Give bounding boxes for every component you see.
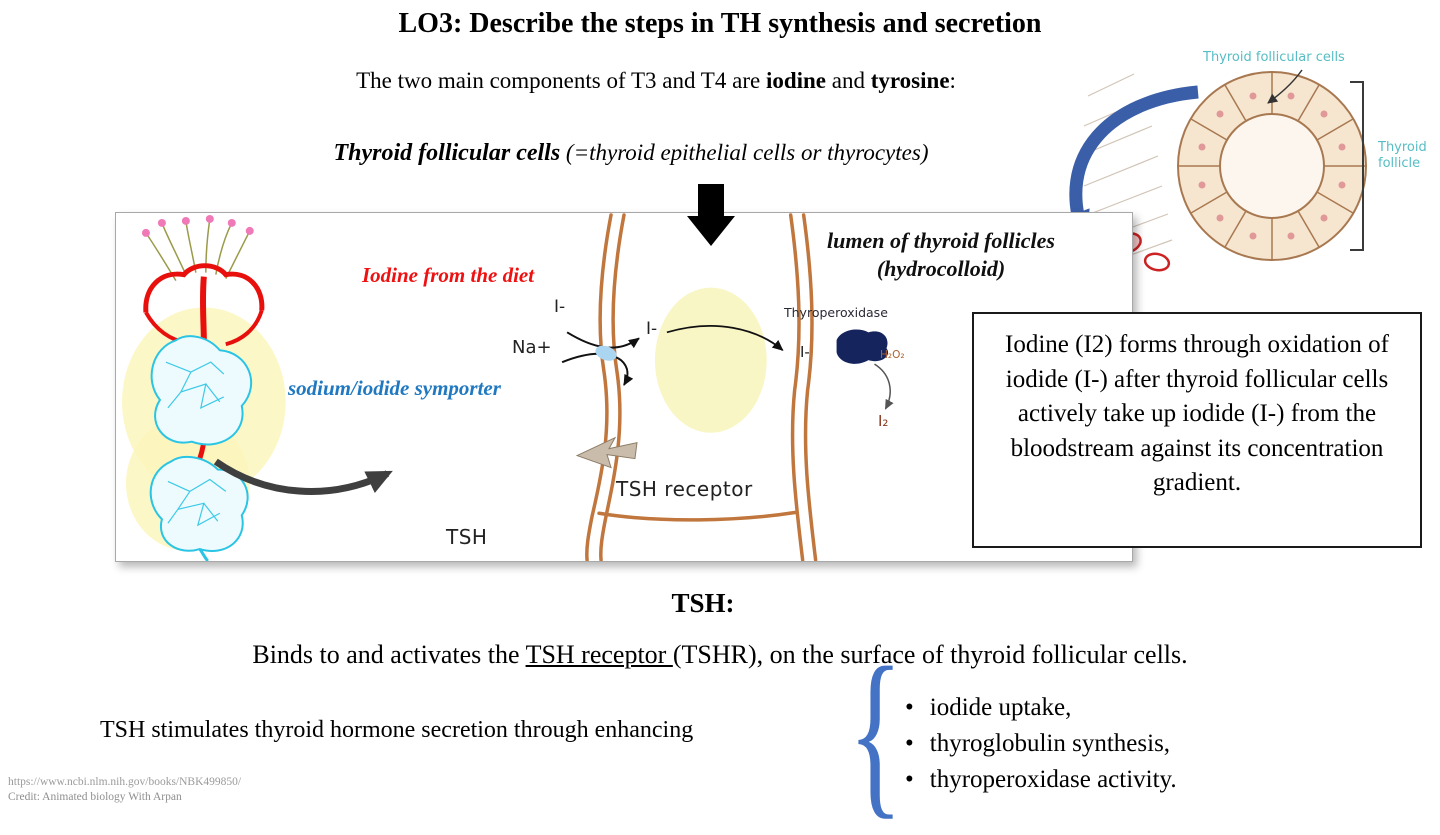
list-item: thyroglobulin synthesis, <box>905 726 1177 762</box>
thyroperoxidase-label: Thyroperoxidase <box>784 305 888 320</box>
subtitle: The two main components of T3 and T4 are… <box>356 68 956 93</box>
thyroid-diagram-box: Iodine from the diet sodium/iodide sympo… <box>115 212 1133 562</box>
subtitle-tyrosine: tyrosine <box>870 68 950 93</box>
follicular-cells-label: Thyroid follicular cells <box>1203 50 1345 65</box>
tsh-stimulates-line: TSH stimulates thyroid hormone secretion… <box>100 717 694 743</box>
i2-label: I₂ <box>878 412 889 430</box>
footer: https://www.ncbi.nlm.nih.gov/books/NBK49… <box>8 775 241 805</box>
tsh-receptor-label: TSH receptor <box>616 477 753 501</box>
capillary-art <box>121 214 286 561</box>
thyroid-diagram-art <box>121 213 894 561</box>
tsh-receptor-shape <box>575 436 638 469</box>
tsh-effects-list: iodide uptake, thyroglobulin synthesis, … <box>905 690 1177 798</box>
list-item: iodide uptake, <box>905 690 1177 726</box>
tsh-binds-line: Binds to and activates the TSH receptor … <box>252 640 1188 669</box>
thyroid-follicle-label: Thyroid follicle <box>1378 140 1427 171</box>
heading-bold: Thyroid follicular cells <box>333 140 561 166</box>
iodide-transport-arrow <box>666 325 784 351</box>
iodide-label-1: I- <box>554 297 566 317</box>
symporter-label: sodium/iodide symporter <box>288 376 501 400</box>
gray-curved-arrow <box>213 458 393 495</box>
list-item: thyroperoxidase activity. <box>905 762 1177 798</box>
sodium-label: Na+ <box>512 337 552 358</box>
thyroperoxidase-blob <box>836 329 889 364</box>
iodide-label-2: I- <box>646 319 658 339</box>
subtitle-text: The two main components of T3 and T4 are <box>356 68 766 93</box>
follicular-cells-heading: Thyroid follicular cells (=thyroid epith… <box>0 140 1262 167</box>
heading-rest: (=thyroid epithelial cells or thyrocytes… <box>560 140 929 165</box>
symporter-protein <box>595 345 617 361</box>
iodide-label-3: I- <box>800 343 810 361</box>
tsh-receptor-underlined: TSH receptor <box>525 640 673 669</box>
down-arrow-icon <box>687 184 735 246</box>
oxidation-arrow <box>874 363 894 410</box>
lumen-label: lumen of thyroid follicles (hydrocolloid… <box>827 228 1055 281</box>
tsh-section-heading: TSH: <box>671 588 735 618</box>
cell-membranes <box>585 213 818 561</box>
cilia-strokes <box>145 218 251 281</box>
tsh-label: TSH <box>446 525 488 549</box>
subtitle-iodine: iodine <box>765 68 827 93</box>
credit-text: Credit: Animated biology With Arpan <box>8 791 182 803</box>
source-url[interactable]: https://www.ncbi.nlm.nih.gov/books/NBK49… <box>8 776 242 788</box>
iodine-from-diet-label: Iodine from the diet <box>362 263 535 287</box>
curly-brace-icon: { <box>848 630 904 835</box>
page-title: LO3: Describe the steps in TH synthesis … <box>398 8 1042 39</box>
h2o2-label: H₂O₂ <box>880 349 905 361</box>
iodine-info-box: Iodine (I2) forms through oxidation of i… <box>972 312 1422 548</box>
colloid-blob <box>654 287 767 433</box>
follicle-bracket <box>1350 81 1364 251</box>
cilia-tips <box>141 214 254 237</box>
